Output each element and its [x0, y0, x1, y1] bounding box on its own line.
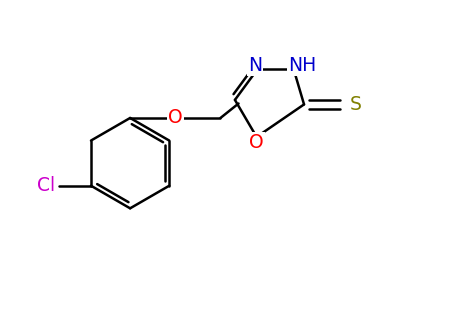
Text: S: S [350, 95, 362, 114]
Text: Cl: Cl [37, 176, 55, 195]
Text: O: O [168, 108, 183, 128]
Text: O: O [249, 133, 264, 152]
Text: NH: NH [288, 56, 316, 75]
Text: N: N [248, 56, 262, 75]
